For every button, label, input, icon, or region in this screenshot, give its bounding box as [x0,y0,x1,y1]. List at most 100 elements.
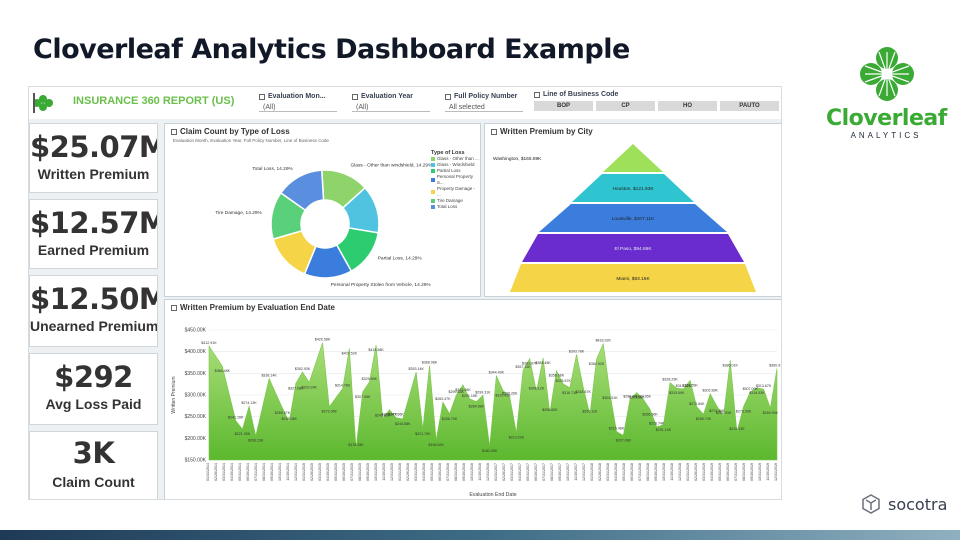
data-label: $274.46K [709,409,725,413]
trend-panel: Written Premium by Evaluation End Date $… [164,299,781,499]
legend-swatch [431,190,435,194]
data-label: $352.93K [295,367,311,371]
x-tick-label: 06/30/2017 [534,463,538,481]
slicer-full-policy-number[interactable]: Full Policy Number All selected [445,93,523,112]
x-tick-label: 05/31/2016 [430,463,434,481]
data-label: $307.09K [743,387,759,391]
lob-button-pauto[interactable]: PAUTO [720,101,779,111]
data-label: $415.58K [368,348,384,352]
x-tick-label: 08/31/2017 [550,463,554,481]
x-tick-label: 02/28/2019 [694,463,698,481]
data-label: $313.67K [756,384,772,388]
x-tick-label: 09/30/2016 [462,463,466,481]
x-tick-label: 12/31/2016 [486,463,490,481]
data-label: $314.02K [676,384,692,388]
x-tick-label: 12/31/2018 [678,463,682,481]
funnel-bar[interactable] [510,264,756,292]
funnel-bar[interactable] [572,174,694,202]
donut-slice-label: Tire Damage, 14.29% [215,210,262,216]
data-label: $221.39K [235,432,251,436]
data-label: $380.01K [723,363,739,367]
data-label: $329.89K [362,377,378,381]
kpi-value: $25.07M [30,130,158,164]
data-label: $353.14K [408,367,424,371]
data-label: $328.29K [662,378,678,382]
data-label: $215.13K [729,427,745,431]
legend-item[interactable]: Property Damage - ... [431,186,480,198]
x-tick-label: 01/31/2017 [494,463,498,481]
x-tick-label: 02/28/2018 [598,463,602,481]
x-tick-label: 04/30/2018 [614,463,618,481]
data-label: $310.42K [495,393,511,397]
data-label: $344.49K [489,371,505,375]
slicer-value[interactable]: (All) [352,104,430,112]
legend-item[interactable]: Glass - Windshield [431,162,480,168]
legend-item[interactable]: Tire Damage [431,198,480,204]
socotra-icon [862,494,880,514]
dashboard-header: INSURANCE 360 REPORT (US) Evaluation Mon… [29,87,781,119]
data-label: $418.32K [596,339,612,343]
x-tick-label: 12/31/2017 [582,463,586,481]
kpi-claim-count: 3K Claim Count [29,431,158,499]
data-label: $305.66K [629,396,645,400]
funnel-bar[interactable] [603,144,663,172]
donut-chart: Glass - Other than windshield, 14.29% Par… [215,163,433,288]
data-label: $231.13K [656,428,672,432]
data-label: $241.16K [228,415,244,419]
data-label: $327.08K [288,386,304,390]
funnel-bar-label: El Paso, $94.69K [614,246,652,252]
data-label: $302.89K [702,389,718,393]
data-label: $307.06K [355,395,371,399]
x-tick-label: 05/31/2019 [718,463,722,481]
panel-icon [491,128,497,135]
data-label: $420.58K [315,338,331,342]
data-label: $283.47K [435,397,451,401]
lob-button-bop[interactable]: BOP [534,101,593,111]
legend-item[interactable]: Partial Loss [431,168,480,174]
legend-item[interactable]: Total Loss [431,204,480,210]
slicer-value[interactable]: All selected [445,104,523,112]
brand-subtitle: ANALYTICS [850,131,922,140]
slicer-value[interactable]: (All) [259,104,337,112]
data-label: $269.99K [763,411,779,415]
lob-button-cp[interactable]: CP [596,101,655,111]
x-tick-label: 03/31/2017 [510,463,514,481]
data-label: $325.57K [555,379,571,383]
x-tick-label: 04/30/2019 [710,463,714,481]
data-label: $221.70K [415,432,431,436]
data-label: $356.06K [549,374,565,378]
area-series[interactable] [208,342,778,461]
x-tick-label: 10/31/2014 [278,463,282,481]
legend-swatch [431,178,435,182]
slicer-evaluation-month[interactable]: Evaluation Mon... (All) [259,93,337,112]
legend-swatch [431,205,435,209]
data-label: $412.91K [201,341,217,345]
panel-icon [171,128,177,135]
funnel-bar[interactable] [539,204,727,232]
lob-button-ho[interactable]: HO [658,101,717,111]
slicer-evaluation-year[interactable]: Evaluation Year (All) [352,93,430,112]
donut-slice[interactable] [279,169,325,212]
funnel-bar[interactable] [522,234,744,262]
kpi-label: Claim Count [52,474,135,490]
x-tick-label: 03/31/2018 [606,463,610,481]
slicer-icon [259,93,265,100]
x-tick-label: 02/28/2015 [310,463,314,481]
x-axis-label: Evaluation End Date [469,492,516,498]
legend-item[interactable]: Personal Property S... [431,174,480,186]
legend-swatch [431,199,435,203]
data-label: $333.55K [682,383,698,387]
legend-item[interactable]: Glass - Other than ... [431,156,480,162]
kpi-label: Written Premium [37,166,150,182]
data-label: $314.76K [335,384,351,388]
claim-count-panel: Claim Count by Type of Loss Evaluation M… [164,123,481,297]
report-logo-icon [33,93,53,113]
x-tick-label: 06/30/2016 [438,463,442,481]
kpi-value: $12.50M [30,282,158,316]
data-label: $238.08K [281,417,297,421]
panel-icon [171,304,177,311]
data-label: $284.58K [469,405,485,409]
x-tick-label: 07/31/2016 [446,463,450,481]
legend-swatch [431,157,435,161]
